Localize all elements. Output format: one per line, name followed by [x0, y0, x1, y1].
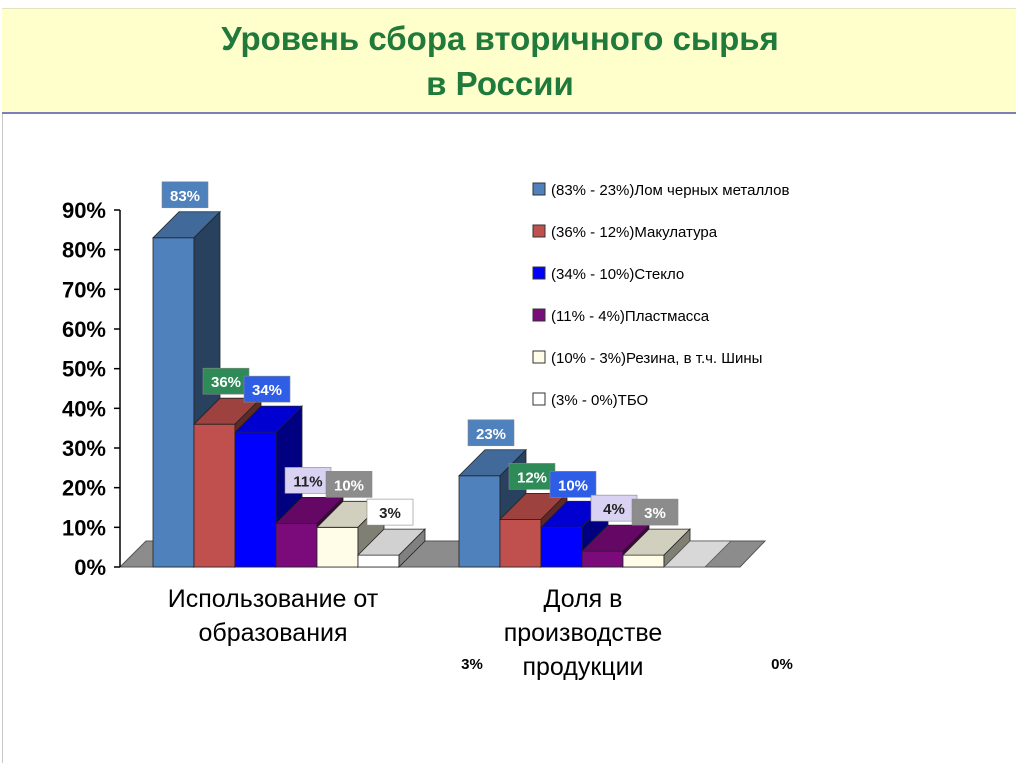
- y-tick-label: 40%: [62, 396, 106, 421]
- bar: [663, 540, 732, 568]
- bar-zero: [663, 540, 732, 568]
- data-label-box: [549, 471, 597, 498]
- outside-value-label: 0%: [771, 656, 793, 673]
- category-label: производстве: [504, 619, 663, 647]
- category-label: образования: [198, 619, 347, 647]
- bar-front: [234, 431, 277, 568]
- y-tick-label: 70%: [62, 277, 106, 302]
- legend-entry: (3% - 0%)ТБО: [551, 392, 648, 409]
- x-axis-labels: Использование от образования Доля в произво…: [168, 585, 662, 681]
- data-label: 3%: [644, 505, 666, 522]
- legend-entry: (34% - 10%)Стекло: [551, 266, 684, 283]
- slide-title-line2: в России: [426, 65, 574, 102]
- slide-title-line1: Уровень сбора вторичного сырья: [221, 20, 779, 57]
- bar-front: [622, 554, 665, 568]
- y-tick-label: 0%: [74, 555, 106, 580]
- data-label: 83%: [170, 188, 200, 205]
- bar-front: [458, 475, 501, 568]
- legend-entry: (36% - 12%)Макулатура: [551, 224, 718, 241]
- bar-front: [316, 526, 359, 568]
- y-tick-label: 50%: [62, 357, 106, 382]
- data-label: 12%: [517, 469, 547, 486]
- y-axis: 0% 10% 20% 30% 40% 50% 60% 70% 80% 90%: [62, 198, 121, 580]
- data-label: 36%: [211, 374, 241, 391]
- bar-front: [499, 519, 542, 568]
- legend-swatch: [532, 308, 546, 322]
- data-label: 10%: [558, 477, 588, 494]
- data-label: 34%: [252, 382, 282, 399]
- outside-labels: 3% 0%: [461, 656, 793, 673]
- bar-side: [398, 528, 426, 568]
- outside-value-label: 3%: [461, 656, 483, 673]
- y-tick-label: 10%: [62, 515, 106, 540]
- data-label-box: [202, 367, 250, 395]
- data-label-box: [467, 419, 515, 447]
- legend-entry: (11% - 4%)Пластмасса: [551, 308, 710, 325]
- category-label: Использование от: [168, 585, 379, 613]
- bar-front: [193, 423, 236, 568]
- y-tick-label: 90%: [62, 198, 106, 223]
- legend: (83% - 23%)Лом черных металлов (36% - 12%…: [532, 182, 789, 409]
- y-tick-label: 20%: [62, 476, 106, 501]
- y-tick-label: 60%: [62, 317, 106, 342]
- data-label-box: [631, 498, 679, 526]
- y-tick-label: 80%: [62, 238, 106, 263]
- legend-entry: (83% - 23%)Лом черных металлов: [551, 182, 789, 199]
- data-label: 3%: [379, 505, 401, 522]
- category-label: Доля в: [544, 585, 623, 613]
- data-labels: 83% 36% 34% 11% 10% 3% 23% 12% 10% 4% 3%: [161, 181, 679, 526]
- legend-swatch: [532, 350, 546, 364]
- data-label: 11%: [293, 473, 322, 490]
- title-band: [2, 8, 1016, 114]
- legend-swatch: [532, 224, 546, 238]
- data-label-box: [161, 181, 209, 209]
- bar-front: [275, 522, 318, 568]
- legend-swatch: [532, 266, 546, 280]
- data-label: 23%: [476, 426, 506, 443]
- bar: [357, 528, 426, 568]
- data-label: 4%: [603, 501, 625, 518]
- data-label-box: [243, 375, 291, 403]
- bar-front: [152, 237, 195, 568]
- data-label-box: [366, 498, 414, 526]
- data-label-box: [325, 471, 373, 498]
- bar-front: [357, 554, 400, 568]
- data-label-box: [284, 467, 332, 494]
- bar-front: [581, 550, 624, 568]
- legend-swatch: [532, 392, 546, 406]
- bar-front: [540, 526, 583, 568]
- legend-entry: (10% - 3%)Резина, в т.ч. Шины: [551, 350, 762, 367]
- y-tick-label: 30%: [62, 436, 106, 461]
- legend-swatch: [532, 182, 546, 196]
- bar: [622, 528, 691, 568]
- slide-left-border: [2, 8, 3, 763]
- data-label: 10%: [334, 477, 364, 494]
- data-label-box: [508, 463, 556, 490]
- category-label: продукции: [522, 653, 643, 681]
